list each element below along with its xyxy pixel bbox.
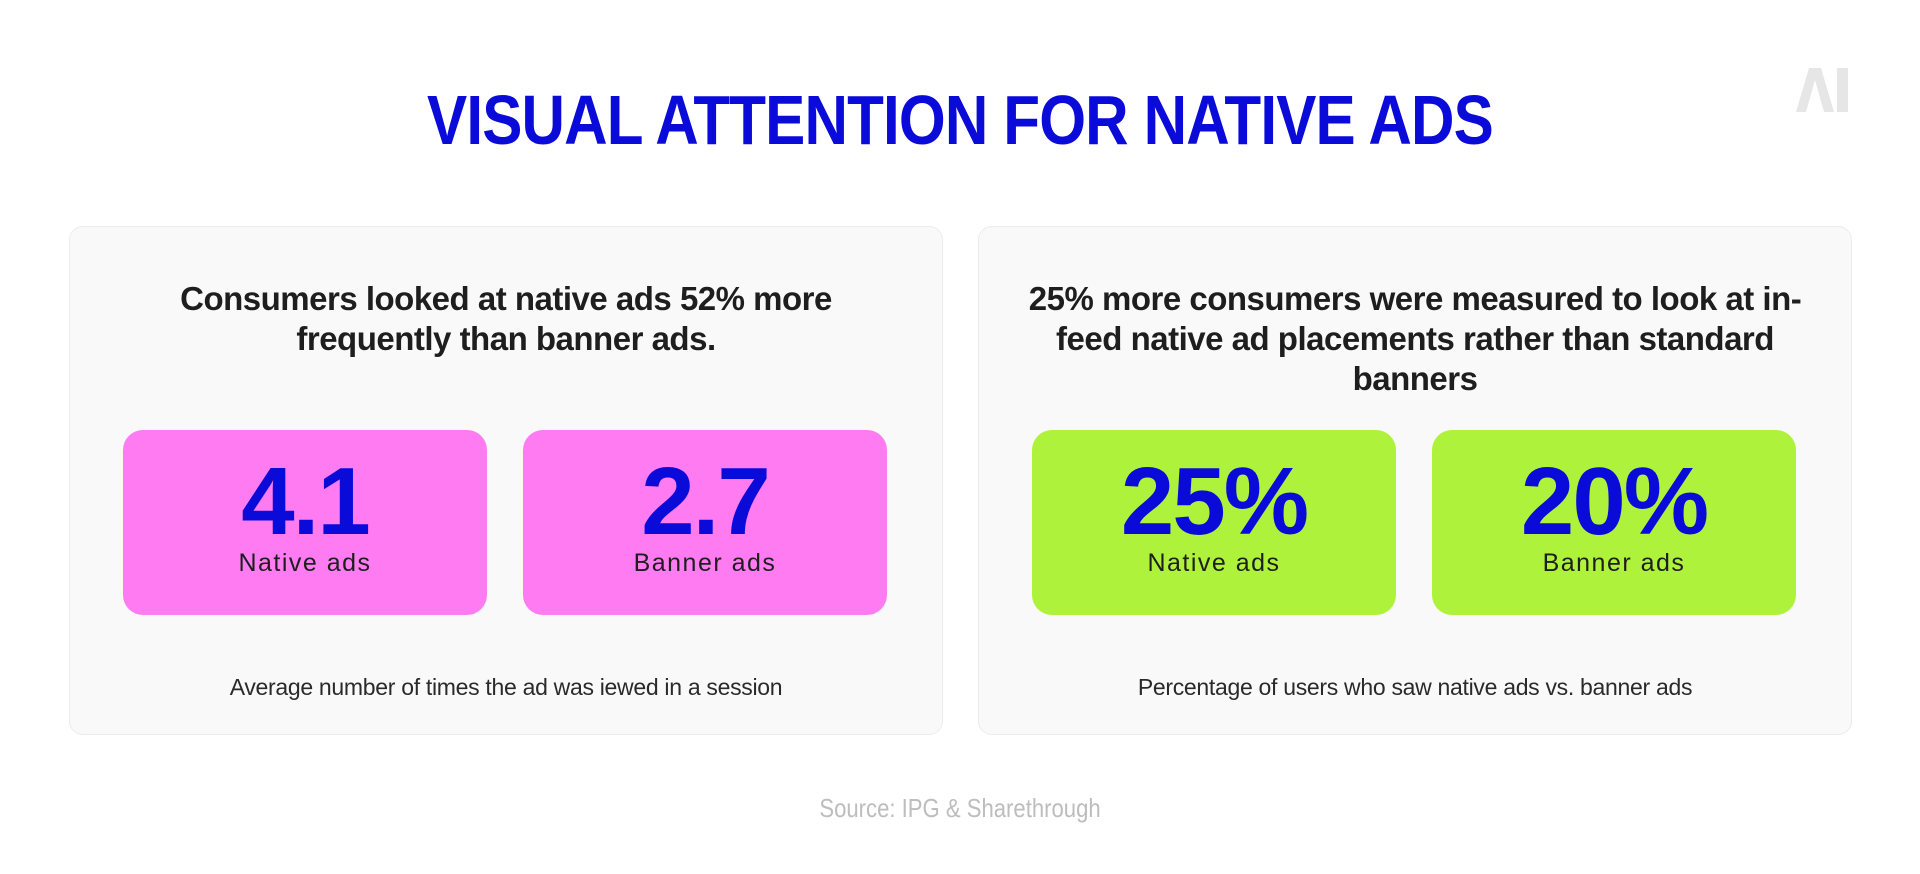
panel-caption: Average number of times the ad was iewed… — [229, 674, 783, 700]
page-title: VISUAL ATTENTION FOR NATIVE ADS — [427, 81, 1494, 159]
stat-label: Native ads — [238, 549, 372, 577]
stat-label: Banner ads — [1542, 549, 1686, 577]
stat-label: Native ads — [1147, 549, 1281, 577]
stat-value: 2.7 — [641, 448, 770, 555]
panel-user-percentage: 25% more consumers were measured to look… — [978, 226, 1852, 735]
stat-card-native: 25% Native ads — [1032, 430, 1396, 615]
stat-card-banner: 2.7 Banner ads — [523, 430, 887, 615]
stat-value: 20% — [1520, 448, 1709, 555]
panel-headline: Consumers looked at native ads 52% more … — [180, 280, 832, 357]
stat-value: 4.1 — [241, 448, 370, 555]
panel-headline: 25% more consumers were measured to look… — [1028, 280, 1802, 397]
stat-value: 25% — [1120, 448, 1309, 555]
panel-caption: Percentage of users who saw native ads v… — [1137, 674, 1693, 700]
source-note: Source: IPG & Sharethrough — [819, 793, 1101, 823]
ai-logo-icon — [1796, 68, 1852, 112]
stat-card-native: 4.1 Native ads — [123, 430, 487, 615]
stat-label: Banner ads — [633, 549, 777, 577]
panel-view-frequency: Consumers looked at native ads 52% more … — [69, 226, 943, 735]
stat-card-banner: 20% Banner ads — [1432, 430, 1796, 615]
